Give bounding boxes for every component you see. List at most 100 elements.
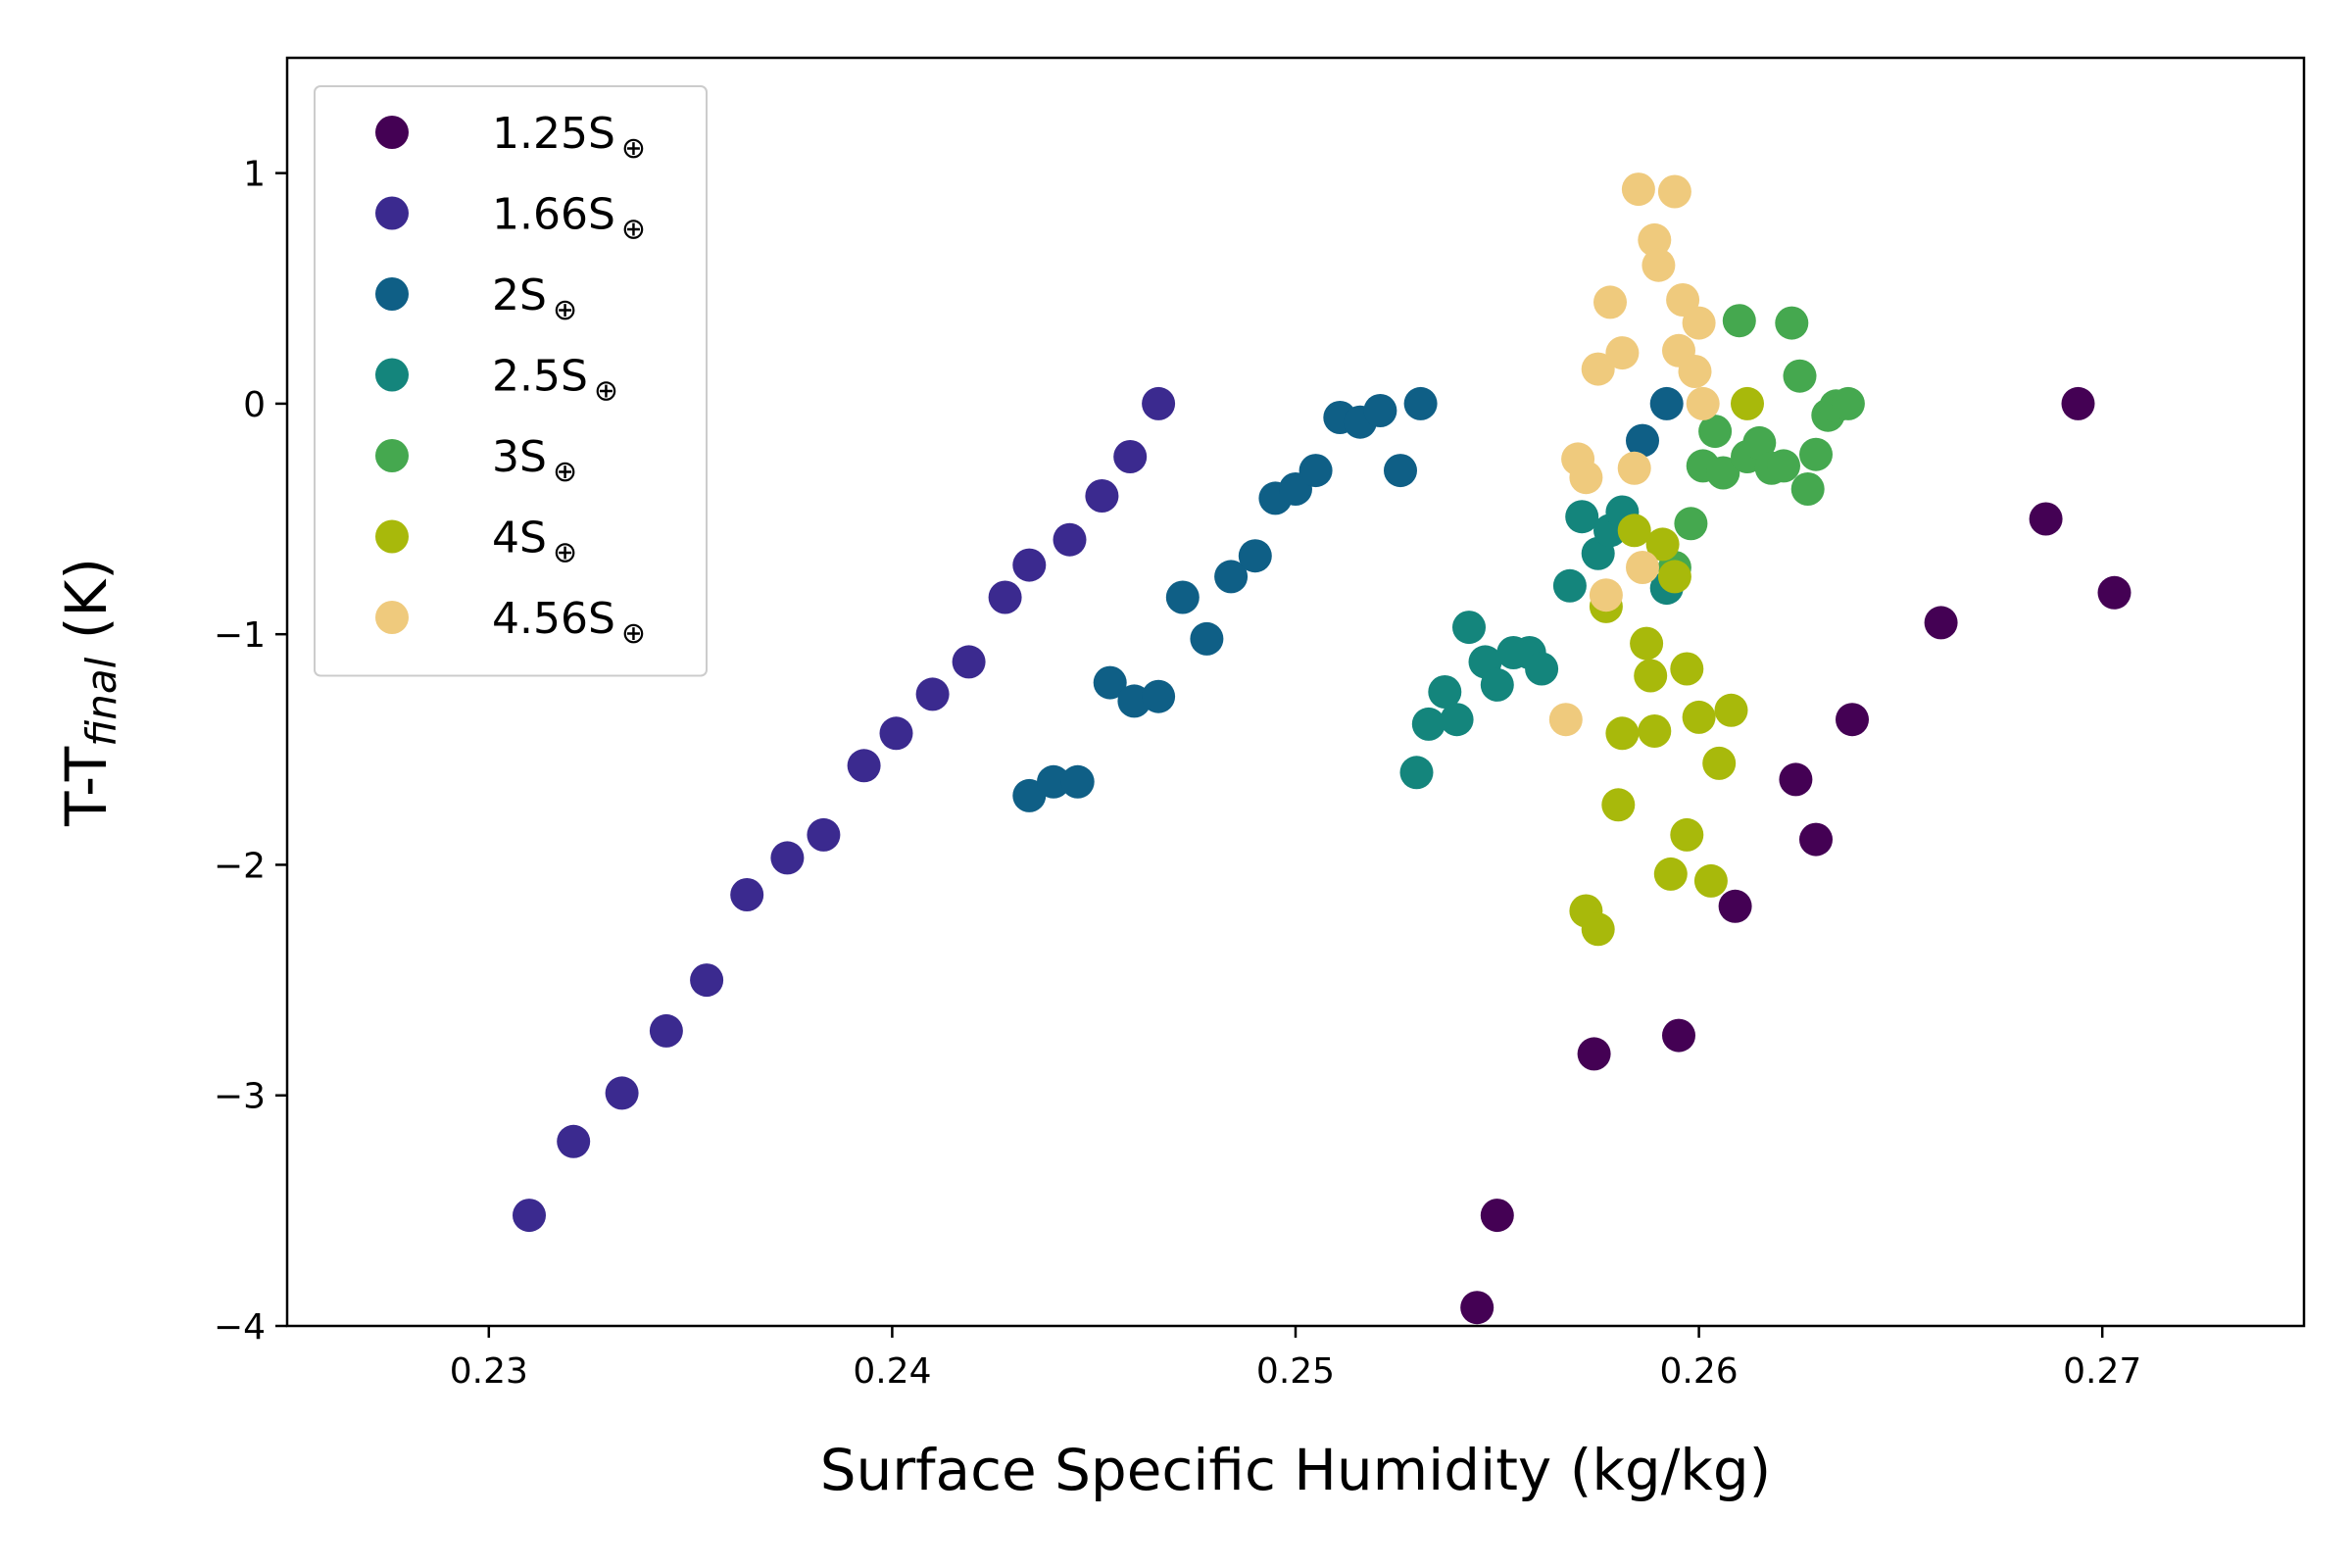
data-point-series-6-10 [1645, 527, 1680, 562]
data-point-series-1-7 [1799, 822, 1833, 857]
data-point-series-2-6 [730, 878, 764, 911]
data-point-series-1-6 [1779, 762, 1813, 797]
data-point-series-5-5 [1706, 456, 1740, 490]
data-point-series-5-8 [1742, 425, 1777, 460]
data-point-series-6-11 [1653, 857, 1688, 891]
x-tick-label-1: 0.23 [450, 1351, 528, 1392]
data-point-series-3-7 [1165, 580, 1200, 614]
data-point-series-7-18 [1686, 386, 1720, 420]
data-point-series-1-5 [1718, 889, 1752, 923]
data-point-series-1-9 [1924, 606, 1958, 640]
legend-label-text-1: 1.25S [492, 109, 615, 159]
legend-marker-1 [375, 116, 409, 149]
data-point-series-3-9 [1214, 560, 1249, 594]
y-tick-label-5: −3 [214, 1077, 266, 1117]
data-point-series-1-2 [1480, 1199, 1514, 1233]
legend-label-text-5: 3S [492, 432, 547, 482]
data-point-series-3-10 [1238, 539, 1272, 573]
data-point-series-3-18 [1403, 386, 1438, 420]
data-point-series-6-12 [1657, 560, 1691, 594]
data-point-series-2-14 [1012, 548, 1047, 582]
data-point-series-7-8 [1617, 451, 1651, 485]
data-point-series-2-10 [879, 716, 913, 751]
data-point-series-4-11 [1552, 568, 1587, 603]
data-point-series-6-5 [1605, 716, 1640, 751]
data-point-series-2-1 [513, 1199, 546, 1233]
data-point-series-4-2 [1411, 707, 1446, 741]
data-point-series-3-3 [1060, 764, 1095, 799]
legend-label-text-4: 2.5S [492, 352, 588, 402]
legend-label-text-3: 2S [492, 270, 547, 320]
legend-label-1: 1.25S ⊕ [492, 109, 646, 166]
x-tick-label-3: 0.25 [1256, 1351, 1335, 1392]
legend-label-2: 1.66S ⊕ [492, 190, 646, 247]
data-point-series-6-4 [1601, 788, 1636, 822]
data-point-series-2-4 [649, 1013, 683, 1048]
legend: 1.25S ⊕1.66S ⊕2S ⊕2.5S ⊕3S ⊕4S ⊕4.56S ⊕ [314, 85, 708, 677]
data-point-series-4-10 [1525, 652, 1559, 686]
data-point-series-5-17 [1831, 386, 1865, 420]
data-point-series-2-5 [690, 963, 724, 998]
data-point-series-1-10 [2029, 502, 2063, 536]
x-tick-label-4: 0.26 [1660, 1351, 1739, 1392]
data-point-series-7-15 [1666, 283, 1700, 317]
legend-label-subscript-5: ⊕ [553, 455, 577, 489]
y-tick-label-3: −1 [214, 615, 266, 656]
data-point-series-4-4 [1440, 703, 1474, 737]
data-point-series-7-6 [1593, 285, 1627, 319]
legend-label-subscript-4: ⊕ [594, 374, 618, 409]
data-point-series-3-2 [1037, 764, 1070, 799]
y-tick-label-6: −4 [214, 1307, 266, 1348]
y-axis-label: T-Tfinal (K) [53, 558, 125, 827]
data-point-series-7-11 [1638, 222, 1672, 257]
data-point-series-5-2 [1674, 507, 1708, 541]
y-axis-label-prefix: T-T [53, 746, 120, 827]
legend-label-subscript-6: ⊕ [553, 536, 577, 570]
x-tick-label-2: 0.24 [853, 1351, 931, 1392]
data-point-series-7-1 [1548, 703, 1583, 737]
data-point-series-1-3 [1577, 1037, 1611, 1071]
legend-label-subscript-7: ⊕ [621, 616, 646, 651]
data-points [513, 172, 2132, 1325]
data-point-series-3-6 [1142, 679, 1176, 713]
data-point-series-6-13 [1670, 652, 1704, 686]
legend-label-text-2: 1.66S [492, 190, 615, 240]
data-point-series-7-4 [1581, 352, 1615, 386]
data-point-series-5-12 [1783, 359, 1817, 393]
data-point-series-2-12 [952, 645, 986, 679]
data-point-series-5-11 [1775, 306, 1809, 340]
data-point-series-4-7 [1480, 667, 1514, 702]
data-point-series-6-9 [1638, 714, 1672, 748]
legend-box [314, 85, 708, 677]
data-point-series-3-16 [1363, 394, 1397, 427]
legend-marker-4 [375, 358, 409, 392]
data-point-series-7-13 [1657, 174, 1691, 209]
data-point-series-6-15 [1682, 700, 1716, 734]
data-point-series-7-5 [1589, 578, 1623, 612]
data-point-series-7-12 [1642, 248, 1676, 282]
legend-label-subscript-1: ⊕ [621, 131, 646, 166]
data-point-series-3-19 [1626, 423, 1659, 458]
legend-label-subscript-3: ⊕ [553, 293, 577, 327]
data-point-series-6-19 [1731, 386, 1764, 420]
data-point-series-3-17 [1384, 454, 1417, 488]
legend-marker-6 [375, 519, 409, 554]
data-point-series-4-5 [1452, 611, 1486, 645]
y-tick-label-2: 0 [243, 385, 266, 425]
data-point-series-4-12 [1565, 500, 1599, 534]
legend-label-3: 2S ⊕ [492, 270, 577, 327]
data-point-series-6-14 [1670, 817, 1704, 852]
legend-marker-5 [375, 439, 409, 472]
legend-label-text-6: 4S [492, 514, 547, 564]
y-axis-label-subscript: final [77, 657, 125, 746]
legend-marker-2 [375, 196, 409, 230]
data-point-series-4-3 [1428, 675, 1462, 709]
data-point-series-5-6 [1722, 304, 1756, 338]
data-point-series-2-16 [1085, 479, 1119, 513]
legend-label-subscript-2: ⊕ [621, 213, 646, 247]
data-point-series-2-18 [1142, 386, 1176, 420]
data-point-series-7-9 [1621, 172, 1655, 207]
data-point-series-6-8 [1634, 659, 1668, 693]
y-axis: 1 0 −1 −2 −3 −4 [214, 155, 287, 1348]
